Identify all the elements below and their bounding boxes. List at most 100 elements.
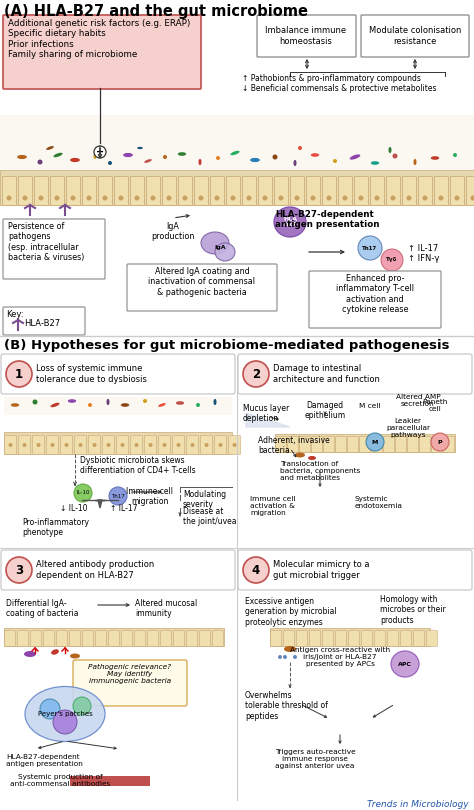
Text: Overwhelms
tolerable threshold of
peptides: Overwhelms tolerable threshold of peptid… [245, 691, 328, 721]
Circle shape [230, 195, 236, 201]
Ellipse shape [24, 651, 36, 657]
Text: APC: APC [398, 662, 412, 667]
Ellipse shape [295, 453, 305, 458]
FancyBboxPatch shape [386, 177, 401, 206]
FancyBboxPatch shape [396, 437, 406, 452]
FancyBboxPatch shape [324, 437, 334, 452]
Ellipse shape [178, 152, 186, 156]
Circle shape [366, 433, 384, 451]
FancyBboxPatch shape [300, 437, 310, 452]
Ellipse shape [431, 156, 439, 160]
Circle shape [216, 156, 220, 160]
Circle shape [71, 195, 75, 201]
FancyBboxPatch shape [419, 437, 430, 452]
Circle shape [94, 146, 106, 158]
Circle shape [73, 697, 91, 715]
Text: Trends in Microbiology: Trends in Microbiology [367, 800, 469, 809]
Text: ↓ IL-10: ↓ IL-10 [60, 504, 88, 513]
Ellipse shape [293, 160, 297, 166]
Circle shape [37, 160, 43, 164]
FancyBboxPatch shape [288, 437, 298, 452]
FancyBboxPatch shape [238, 354, 472, 394]
Text: Leakier
paracellular
pathways: Leakier paracellular pathways [386, 418, 430, 438]
Circle shape [246, 195, 252, 201]
Ellipse shape [11, 403, 19, 407]
Text: (A) HLA-B27 and the gut microbiome: (A) HLA-B27 and the gut microbiome [4, 4, 308, 19]
Text: Modulating
severity: Modulating severity [183, 490, 226, 509]
Circle shape [86, 195, 91, 201]
Text: Enhanced pro-
inflammatory T-cell
activation and
cytokine release: Enhanced pro- inflammatory T-cell activa… [336, 274, 414, 314]
FancyBboxPatch shape [33, 436, 45, 454]
FancyBboxPatch shape [99, 177, 112, 206]
Text: ↑ IL-17
↑ IFN-γ: ↑ IL-17 ↑ IFN-γ [408, 244, 439, 263]
Text: Systemic production of
anti-commensal antibodies: Systemic production of anti-commensal an… [10, 774, 110, 787]
Ellipse shape [144, 159, 152, 163]
Circle shape [107, 443, 110, 447]
FancyBboxPatch shape [82, 177, 97, 206]
FancyBboxPatch shape [35, 177, 48, 206]
FancyBboxPatch shape [362, 631, 372, 646]
Ellipse shape [46, 146, 54, 150]
Text: Systemic
endotoxemia: Systemic endotoxemia [355, 496, 403, 509]
Circle shape [92, 443, 97, 447]
Circle shape [219, 443, 222, 447]
FancyBboxPatch shape [360, 437, 370, 452]
FancyBboxPatch shape [18, 177, 33, 206]
Circle shape [176, 443, 181, 447]
Ellipse shape [176, 401, 184, 405]
Text: Paneth
cell: Paneth cell [422, 399, 447, 412]
Circle shape [135, 195, 139, 201]
Circle shape [135, 443, 138, 447]
Text: Pathogenic relevance?
May identify
immunogenic bacteria: Pathogenic relevance? May identify immun… [89, 664, 172, 684]
FancyBboxPatch shape [402, 177, 417, 206]
Circle shape [74, 484, 92, 502]
Circle shape [191, 443, 194, 447]
Circle shape [143, 399, 147, 403]
Ellipse shape [121, 403, 129, 407]
Ellipse shape [230, 151, 239, 156]
Circle shape [151, 195, 155, 201]
Circle shape [471, 195, 474, 201]
FancyBboxPatch shape [0, 115, 474, 170]
Circle shape [310, 195, 316, 201]
Text: IgG        IgA: IgG IgA [88, 796, 132, 805]
FancyBboxPatch shape [3, 307, 85, 335]
FancyBboxPatch shape [307, 177, 320, 206]
FancyBboxPatch shape [228, 436, 240, 454]
FancyBboxPatch shape [131, 436, 142, 454]
FancyBboxPatch shape [130, 177, 145, 206]
FancyBboxPatch shape [309, 271, 441, 328]
FancyBboxPatch shape [371, 177, 384, 206]
Text: Disease at
the joint/uvea: Disease at the joint/uvea [183, 507, 237, 526]
Text: 3: 3 [15, 564, 23, 577]
Circle shape [102, 195, 108, 201]
FancyBboxPatch shape [336, 631, 346, 646]
Text: ↑ IL-17: ↑ IL-17 [110, 504, 137, 513]
Circle shape [40, 699, 60, 719]
FancyBboxPatch shape [44, 631, 55, 646]
Circle shape [431, 433, 449, 451]
Text: Th17: Th17 [111, 493, 125, 498]
Circle shape [64, 443, 69, 447]
Ellipse shape [54, 153, 63, 157]
FancyBboxPatch shape [146, 177, 161, 206]
Text: Pro-inflammatory
phenotype: Pro-inflammatory phenotype [22, 518, 89, 537]
Circle shape [215, 195, 219, 201]
Circle shape [79, 443, 82, 447]
Text: Molecular mimicry to a
gut microbial trigger: Molecular mimicry to a gut microbial tri… [273, 561, 370, 580]
Circle shape [278, 655, 282, 659]
Circle shape [109, 487, 127, 505]
FancyBboxPatch shape [349, 631, 359, 646]
FancyBboxPatch shape [238, 550, 472, 590]
Text: Antigen cross-reactive with
iris/joint or HLA-B27
presented by APCs: Antigen cross-reactive with iris/joint o… [290, 647, 390, 667]
FancyBboxPatch shape [401, 631, 411, 646]
FancyBboxPatch shape [427, 631, 438, 646]
Circle shape [196, 403, 200, 407]
FancyBboxPatch shape [355, 177, 368, 206]
FancyBboxPatch shape [173, 631, 184, 646]
Circle shape [327, 195, 331, 201]
Ellipse shape [25, 687, 105, 741]
Circle shape [108, 161, 112, 165]
Circle shape [343, 195, 347, 201]
FancyBboxPatch shape [57, 631, 67, 646]
